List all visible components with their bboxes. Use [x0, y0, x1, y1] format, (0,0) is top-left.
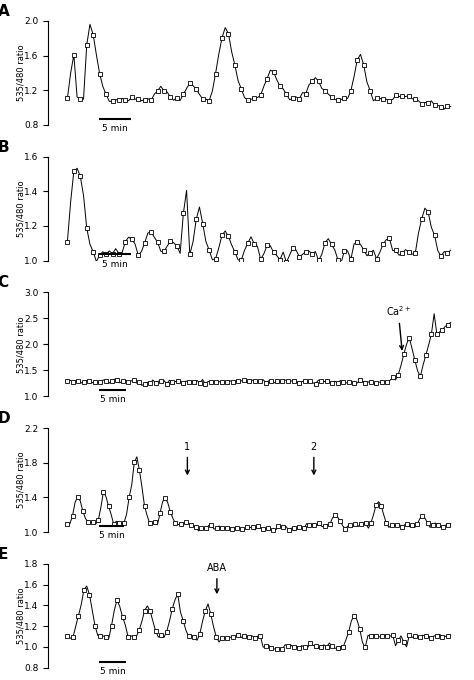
Y-axis label: 535/480 ratio: 535/480 ratio [17, 180, 26, 237]
Text: 2: 2 [311, 442, 317, 474]
Text: E: E [0, 547, 8, 562]
Text: ABA: ABA [207, 563, 227, 593]
Y-axis label: 535/480 ratio: 535/480 ratio [17, 45, 26, 101]
Y-axis label: 535/480 ratio: 535/480 ratio [17, 452, 26, 509]
Text: D: D [0, 411, 10, 426]
Y-axis label: 535/480 ratio: 535/480 ratio [17, 588, 26, 644]
Text: Ca$^{2+}$: Ca$^{2+}$ [385, 304, 411, 350]
Text: 5 min: 5 min [99, 531, 125, 540]
Text: 5 min: 5 min [100, 666, 126, 676]
Text: 5 min: 5 min [102, 260, 128, 269]
Text: B: B [0, 139, 9, 154]
Text: A: A [0, 4, 9, 19]
Y-axis label: 535/480 ratio: 535/480 ratio [17, 316, 26, 373]
Text: 5 min: 5 min [102, 124, 128, 133]
Text: 1: 1 [184, 442, 191, 474]
Text: C: C [0, 275, 9, 290]
Text: 5 min: 5 min [100, 395, 126, 404]
